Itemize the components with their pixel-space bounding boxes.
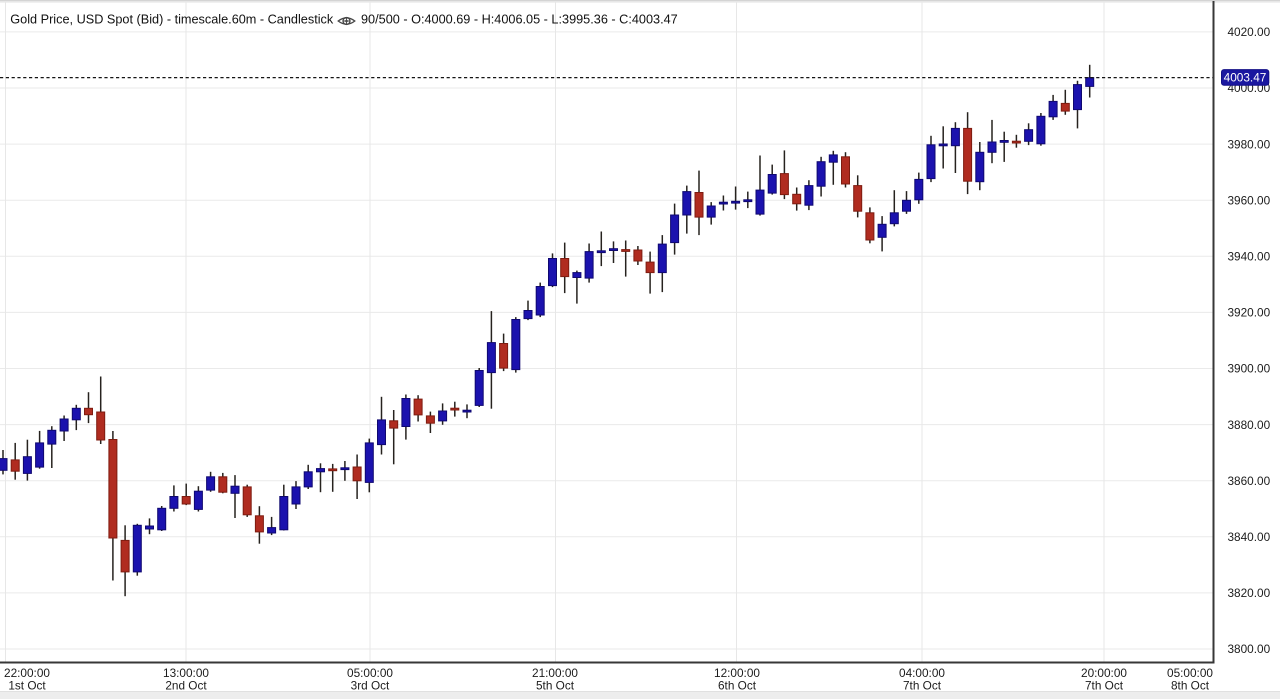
svg-text:7th Oct: 7th Oct	[903, 678, 942, 692]
svg-text:8th Oct: 8th Oct	[1171, 678, 1210, 692]
svg-text:22:00:00: 22:00:00	[4, 666, 50, 680]
svg-text:3840.00: 3840.00	[1228, 530, 1271, 544]
svg-text:3900.00: 3900.00	[1228, 362, 1271, 376]
svg-text:05:00:00: 05:00:00	[347, 666, 393, 680]
svg-text:6th Oct: 6th Oct	[718, 678, 757, 692]
svg-text:3880.00: 3880.00	[1228, 418, 1271, 432]
svg-text:20:00:00: 20:00:00	[1081, 666, 1127, 680]
svg-text:13:00:00: 13:00:00	[163, 666, 209, 680]
svg-text:3940.00: 3940.00	[1228, 250, 1271, 264]
svg-text:3960.00: 3960.00	[1228, 193, 1271, 207]
svg-text:4020.00: 4020.00	[1228, 25, 1271, 39]
svg-text:90/500 - O:4000.69 - H:4006.05: 90/500 - O:4000.69 - H:4006.05 - L:3995.…	[361, 13, 678, 27]
svg-text:7th Oct: 7th Oct	[1085, 678, 1124, 692]
svg-text:Gold Price, USD Spot (Bid) - t: Gold Price, USD Spot (Bid) - timescale.6…	[10, 13, 334, 27]
svg-text:3860.00: 3860.00	[1228, 474, 1271, 488]
svg-text:2nd Oct: 2nd Oct	[165, 678, 207, 692]
svg-text:3820.00: 3820.00	[1228, 586, 1271, 600]
svg-text:12:00:00: 12:00:00	[714, 666, 760, 680]
svg-text:04:00:00: 04:00:00	[899, 666, 945, 680]
svg-text:05:00:00: 05:00:00	[1167, 666, 1213, 680]
svg-text:3920.00: 3920.00	[1228, 306, 1271, 320]
svg-text:21:00:00: 21:00:00	[532, 666, 578, 680]
svg-text:3800.00: 3800.00	[1228, 642, 1271, 656]
svg-text:3980.00: 3980.00	[1228, 137, 1271, 151]
svg-text:5th Oct: 5th Oct	[536, 678, 575, 692]
svg-text:1st Oct: 1st Oct	[8, 678, 46, 692]
svg-text:4003.47: 4003.47	[1224, 71, 1267, 85]
svg-text:3rd Oct: 3rd Oct	[351, 678, 390, 692]
